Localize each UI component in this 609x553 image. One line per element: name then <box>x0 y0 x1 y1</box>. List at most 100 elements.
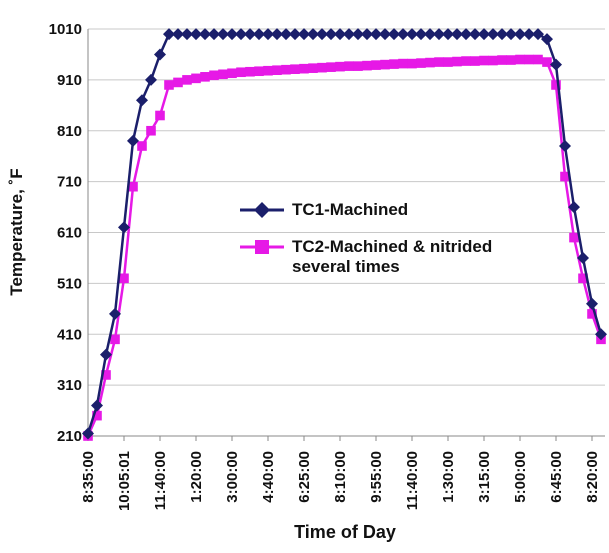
data-point <box>443 57 453 67</box>
data-point <box>290 64 300 74</box>
legend-label: TC1-Machined <box>292 200 409 219</box>
data-point <box>190 28 202 41</box>
data-point <box>119 273 129 284</box>
data-point <box>101 370 111 380</box>
data-point <box>262 28 274 41</box>
data-point <box>371 60 381 70</box>
x-axis-title: Time of Day <box>294 522 396 542</box>
data-point <box>541 33 553 46</box>
data-point <box>136 94 148 107</box>
data-point <box>344 61 354 71</box>
x-tick-label: 6:25:00 <box>296 451 313 503</box>
data-point <box>289 28 301 41</box>
data-point <box>326 62 336 72</box>
data-point <box>587 309 597 319</box>
y-tick-label: 210 <box>57 428 82 445</box>
data-point <box>209 70 219 81</box>
data-point <box>164 80 174 90</box>
data-point <box>416 58 426 68</box>
data-point <box>145 73 157 86</box>
x-tick-label: 3:00:00 <box>224 451 241 503</box>
data-point <box>389 59 399 69</box>
data-point <box>254 66 264 77</box>
data-point <box>280 28 292 41</box>
data-point <box>388 28 400 41</box>
data-point <box>362 60 372 71</box>
data-point <box>370 28 382 41</box>
data-point <box>397 28 409 41</box>
data-point <box>118 221 130 234</box>
x-tick-label: 8:10:00 <box>332 451 349 503</box>
data-point <box>434 57 444 67</box>
data-point <box>514 28 526 41</box>
data-point <box>235 28 247 41</box>
data-point <box>208 28 220 41</box>
data-point <box>425 57 435 68</box>
data-point <box>272 65 282 76</box>
data-point <box>218 69 228 80</box>
data-point <box>442 28 454 41</box>
data-point <box>127 134 139 147</box>
data-point <box>577 251 589 264</box>
data-point <box>244 28 256 41</box>
data-point <box>172 28 184 41</box>
data-point <box>182 75 192 85</box>
data-point <box>173 77 183 88</box>
data-point <box>424 28 436 41</box>
data-point <box>469 28 481 41</box>
y-tick-label: 610 <box>57 225 82 242</box>
data-point <box>154 48 166 61</box>
legend-marker <box>254 202 270 218</box>
data-point <box>236 67 246 78</box>
x-tick-label: 4:40:00 <box>260 451 277 503</box>
data-point <box>380 59 390 70</box>
data-point <box>352 28 364 41</box>
data-point <box>200 72 210 82</box>
x-tick-label: 1:20:00 <box>188 451 205 503</box>
data-point <box>406 28 418 41</box>
data-point <box>299 63 309 74</box>
x-tick-label: 10:05:01 <box>116 451 133 511</box>
data-point <box>217 28 229 41</box>
data-point <box>361 28 373 41</box>
data-point <box>479 55 489 66</box>
data-point <box>478 28 490 41</box>
data-point <box>488 55 498 66</box>
data-point <box>191 73 201 84</box>
data-point <box>460 28 472 41</box>
data-point <box>559 140 571 153</box>
data-point <box>316 28 328 41</box>
y-tick-label: 910 <box>57 72 82 89</box>
data-point <box>433 28 445 41</box>
data-point <box>137 141 147 151</box>
data-point <box>343 28 355 41</box>
data-point <box>308 63 318 73</box>
data-point <box>325 28 337 41</box>
data-point <box>505 28 517 41</box>
data-point <box>253 28 265 41</box>
data-point <box>335 61 345 72</box>
data-point <box>199 28 211 41</box>
data-point <box>226 28 238 41</box>
data-point <box>551 80 561 90</box>
data-point <box>569 232 579 243</box>
data-point <box>515 54 525 65</box>
data-point <box>550 58 562 71</box>
data-point <box>586 297 598 310</box>
data-point <box>298 28 310 41</box>
data-point <box>91 399 103 412</box>
data-point <box>523 28 535 41</box>
legend-marker <box>255 240 269 254</box>
data-point <box>100 348 112 361</box>
y-tick-label: 510 <box>57 275 82 292</box>
data-point <box>595 328 607 341</box>
data-point <box>353 61 363 71</box>
data-point <box>146 125 156 136</box>
x-tick-label: 8:20:00 <box>584 451 601 503</box>
x-tick-label: 11:40:00 <box>404 451 421 510</box>
data-point <box>317 62 327 73</box>
data-point <box>128 181 138 192</box>
x-tick-label: 3:15:00 <box>476 451 493 503</box>
